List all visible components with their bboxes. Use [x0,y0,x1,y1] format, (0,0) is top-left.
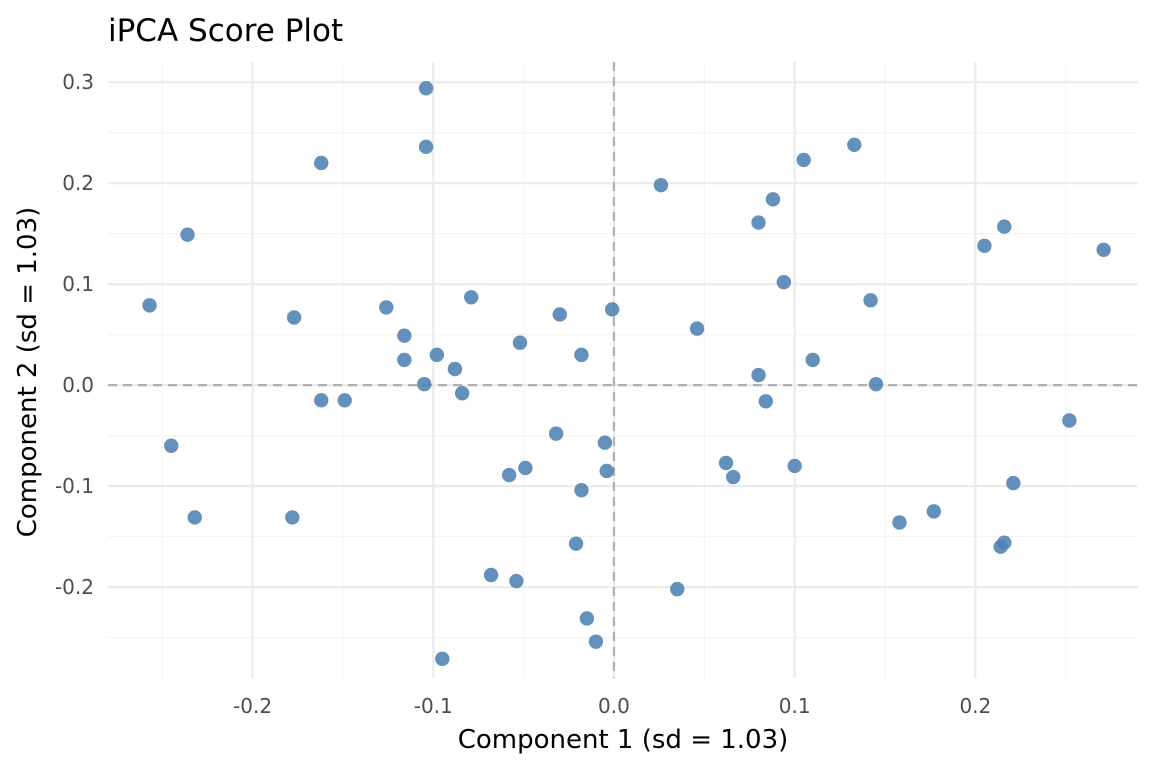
scatter-point-4 [286,310,302,325]
y-axis-title: Component 2 (sd = 1.03) [13,207,43,538]
scatter-point-19 [464,290,479,305]
x-axis-title: Component 1 (sd = 1.03) [458,725,789,755]
scatter-point-35 [653,178,669,193]
scatter-point-33 [599,463,614,479]
x-axis-tick-labels: -0.2 -0.1 0.0 0.1 0.2 [233,694,991,718]
scatter-point-31 [588,634,604,649]
scatter-point-42 [758,394,773,409]
scatter-point-57 [1006,475,1021,491]
scatter-point-58 [1062,413,1077,428]
scatter-point-34 [604,302,620,317]
scatter-point-21 [501,467,517,483]
scatter-point-25 [548,426,564,441]
scatter-point-59 [1096,242,1111,258]
major-gridlines [108,62,1138,678]
y-tick-label: 0.1 [62,272,94,296]
scatter-point-55 [997,219,1012,234]
scatter-point-36 [670,581,685,597]
scatter-point-43 [765,192,781,207]
scatter-point-7 [314,393,329,408]
reference-lines [108,62,1138,678]
scatter-point-8 [337,393,352,408]
scatter-point-23 [512,335,528,350]
scatter-point-11 [397,352,412,368]
scatter-point-12 [417,376,432,392]
scatter-point-46 [796,152,811,168]
minor-gridlines [108,62,1138,678]
scatter-point-38 [718,455,734,471]
scatter-point-26 [552,307,567,322]
scatter-point-9 [379,300,394,315]
scatter-point-48 [847,137,862,153]
scatter-point-39 [726,469,741,485]
scatter-point-14 [418,139,434,155]
scatter-point-2 [180,227,195,242]
scatter-point-18 [454,386,470,401]
scatter-point-56 [997,535,1012,550]
scatter-point-47 [805,352,820,368]
scatter-point-40 [751,215,766,230]
x-tick-label: 0.1 [779,694,811,718]
scatter-point-28 [574,347,589,363]
scatter-point-29 [574,482,589,498]
y-axis-tick-labels: -0.2 -0.1 0.0 0.1 0.2 0.3 [55,70,94,599]
scatter-point-5 [285,510,300,525]
scatter-point-6 [314,155,329,171]
scatter-point-0 [142,298,157,313]
scatter-point-22 [509,573,524,589]
scatter-point-53 [977,238,992,253]
x-tick-label: -0.2 [233,694,272,718]
scatter-point-51 [892,515,907,530]
scatter-point-20 [483,567,499,583]
scatter-point-17 [447,361,463,377]
scatter-point-45 [787,458,802,474]
data-points [142,81,1111,667]
scatter-point-13 [418,81,434,96]
y-tick-label: 0.3 [62,70,94,94]
scatter-point-32 [597,435,613,450]
chart-title: iPCA Score Plot [108,13,343,49]
scatter-point-52 [926,504,942,519]
x-tick-label: -0.1 [414,694,453,718]
x-tick-label: 0.2 [959,694,991,718]
scatter-point-41 [751,367,766,383]
scatter-point-16 [435,651,450,667]
y-tick-label: -0.2 [55,575,94,599]
scatter-point-1 [164,438,179,453]
y-tick-label: -0.1 [55,474,94,498]
scatter-point-27 [568,536,584,551]
scatter-point-37 [689,321,705,336]
scatter-point-30 [579,611,595,626]
scatter-point-44 [776,274,792,290]
y-tick-label: 0.0 [62,373,94,397]
scatter-point-3 [187,510,202,525]
scatter-point-10 [397,328,412,343]
scatter-point-15 [429,347,445,363]
scatter-point-49 [863,293,878,308]
scatter-point-50 [868,376,884,392]
y-tick-label: 0.2 [62,171,94,195]
x-tick-label: 0.0 [598,694,630,718]
scatter-point-24 [518,460,533,476]
